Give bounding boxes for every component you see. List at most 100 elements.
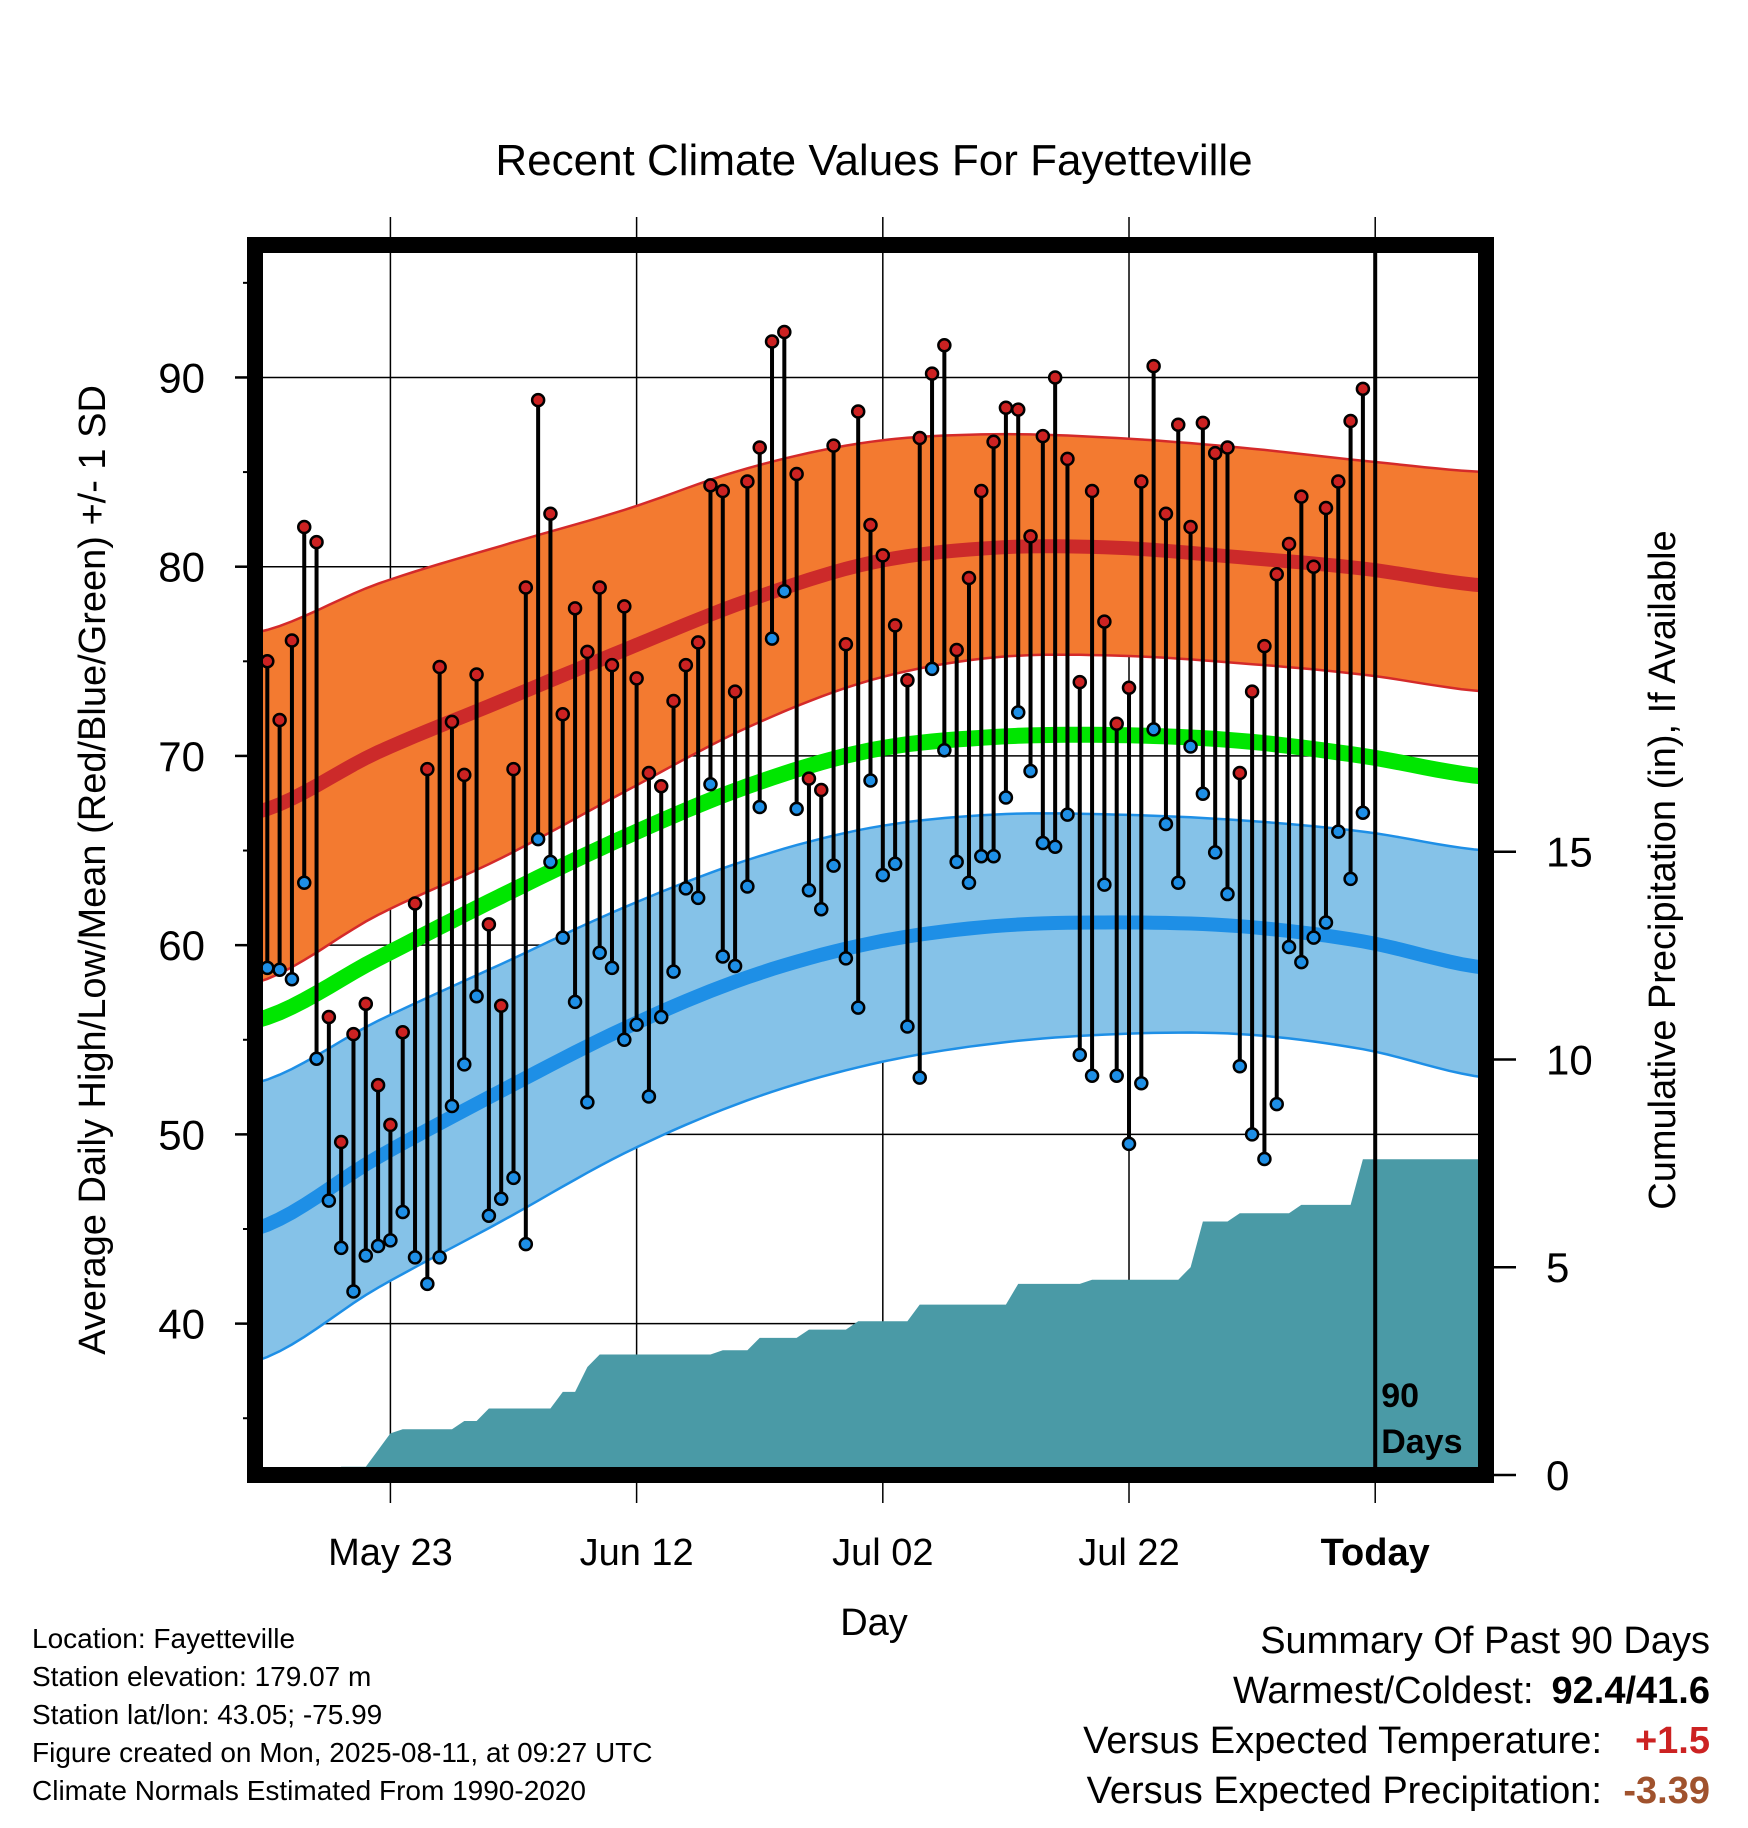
high-point <box>284 633 300 648</box>
y-axis-label: Average Daily High/Low/Mean (Red/Blue/Gr… <box>72 385 114 1355</box>
low-point <box>949 854 964 870</box>
daily-range-lines <box>265 332 1365 1292</box>
low-point <box>580 1094 595 1110</box>
low-point <box>1023 763 1038 779</box>
low-point <box>1171 875 1186 890</box>
chart-title: Recent Climate Values For Fayetteville <box>495 136 1252 185</box>
elevation-text: Station elevation: 179.07 m <box>32 1661 372 1692</box>
low-point <box>789 801 804 817</box>
high-point <box>814 782 829 798</box>
high-point <box>1294 489 1309 504</box>
high-point <box>961 570 977 586</box>
high-point <box>678 657 694 673</box>
high-point <box>1195 415 1211 431</box>
today-label-days: Days <box>1381 1423 1462 1461</box>
plot-frame: 90 Days <box>247 237 1494 1483</box>
high-point <box>715 483 731 499</box>
summary-warmest: Warmest/Coldest: 92.4/41.6 <box>1233 1666 1710 1716</box>
high-point <box>432 659 447 675</box>
low-point <box>543 854 558 870</box>
low-band-upper-edge <box>254 812 1487 1085</box>
low-band <box>255 813 1486 1362</box>
y2-tick-label: 10 <box>1546 1036 1593 1083</box>
x-axis-label: Day <box>840 1602 908 1644</box>
high-point <box>850 404 866 419</box>
high-point <box>407 896 423 911</box>
high-point <box>444 714 460 730</box>
high-point <box>592 580 607 595</box>
low-point <box>383 1233 398 1248</box>
low-point <box>592 945 607 960</box>
low-point <box>518 1236 534 1252</box>
high-point <box>309 534 324 550</box>
low-point <box>530 831 546 847</box>
high-point <box>543 506 558 521</box>
high-point <box>481 917 497 932</box>
low-point <box>678 881 694 896</box>
high-point <box>1047 370 1063 385</box>
summary-temp: Versus Expected Temperature: +1.5 <box>1083 1716 1710 1766</box>
low-point <box>1035 835 1051 851</box>
high-point <box>1244 684 1260 699</box>
y-tick-label: 90 <box>158 354 205 401</box>
y-tick-label: 60 <box>158 922 205 969</box>
low-mean-line <box>252 915 1487 1236</box>
high-point <box>974 483 989 499</box>
low-point <box>432 1250 447 1265</box>
high-point <box>1355 381 1371 397</box>
high-point <box>826 438 841 453</box>
y-tick-label: 80 <box>158 544 205 591</box>
low-point <box>481 1208 497 1224</box>
high-point <box>555 707 570 722</box>
low-point <box>1318 915 1334 930</box>
low-point <box>875 867 891 883</box>
low-point <box>666 964 681 979</box>
low-point <box>1010 705 1026 720</box>
low-point <box>998 790 1014 805</box>
low-point <box>777 584 792 599</box>
low-point <box>1281 939 1297 955</box>
high-point <box>1343 413 1358 429</box>
y-tick-label: 50 <box>158 1111 205 1158</box>
low-point <box>937 742 952 758</box>
y-tick-label: 40 <box>158 1301 205 1348</box>
low-point <box>838 951 854 966</box>
low-point <box>1195 786 1211 802</box>
low-point <box>1220 886 1235 902</box>
high-point <box>1134 474 1149 489</box>
low-point <box>407 1250 423 1265</box>
low-point <box>986 848 1001 864</box>
high-point <box>912 430 927 446</box>
high-point <box>1084 483 1100 499</box>
high-point <box>1257 638 1272 654</box>
high-point <box>358 996 374 1012</box>
low-point <box>395 1204 410 1220</box>
low-point <box>764 631 780 646</box>
low-point <box>629 1017 644 1032</box>
high-point <box>1072 674 1088 690</box>
low-point <box>309 1051 324 1066</box>
warmest-value: 92.4/41.6 <box>1551 1670 1710 1712</box>
low-point <box>1294 954 1309 970</box>
high-point <box>1331 474 1346 489</box>
low-point <box>555 930 570 945</box>
low-point <box>272 962 287 978</box>
low-point <box>850 1000 866 1015</box>
low-point <box>370 1238 386 1254</box>
x-tick-label: Today <box>1321 1532 1430 1574</box>
high-point <box>838 637 854 652</box>
low-point <box>887 856 903 872</box>
high-point <box>924 366 940 381</box>
high-point <box>1207 445 1223 461</box>
high-point <box>887 618 903 633</box>
normals-text: Climate Normals Estimated From 1990-2020 <box>32 1775 586 1806</box>
x-tick-label: Jul 22 <box>1078 1532 1179 1574</box>
y2-tick-label: 0 <box>1546 1452 1569 1499</box>
high-point <box>420 761 435 777</box>
low-point <box>469 988 484 1004</box>
low-point <box>457 1057 472 1072</box>
high-point <box>296 519 312 535</box>
high-point <box>777 324 792 340</box>
low-point <box>567 994 583 1010</box>
